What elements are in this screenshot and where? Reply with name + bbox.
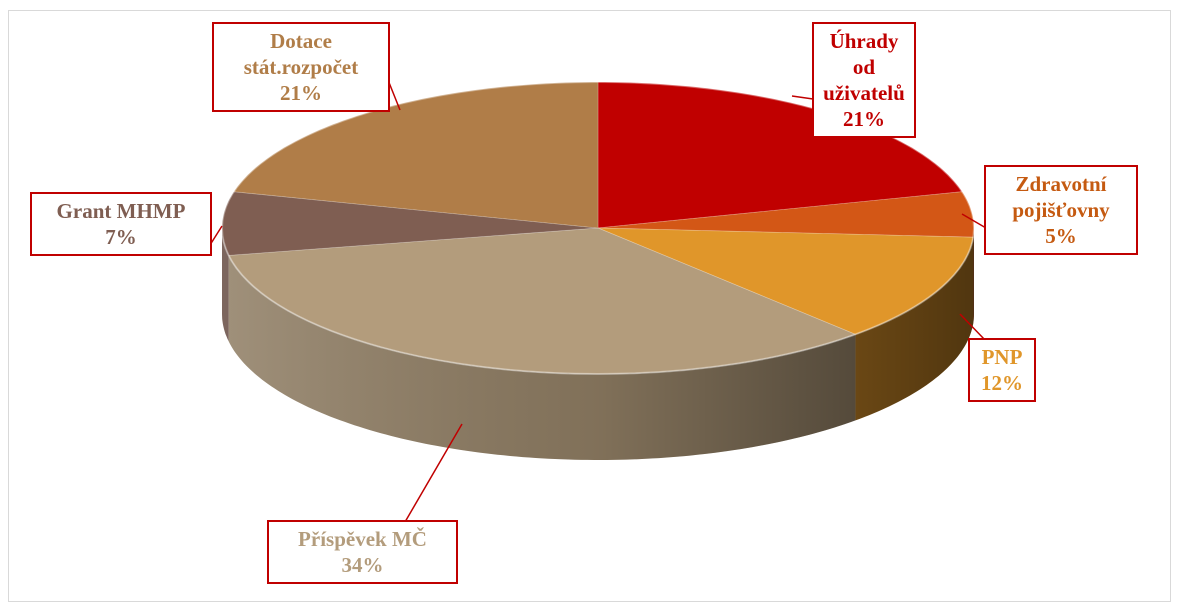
label-name: Dotace stát.rozpočet	[243, 29, 359, 79]
chart-frame	[8, 10, 1171, 602]
callout-line	[209, 225, 223, 246]
callout-line	[404, 423, 463, 523]
label-value: 21%	[280, 81, 322, 105]
data-label: PNP 12%	[968, 338, 1036, 402]
label-name: Úhrady od uživatelů	[823, 29, 905, 105]
slice	[233, 81, 599, 229]
rim-highlight	[221, 81, 975, 375]
data-label: Grant MHMP 7%	[30, 192, 212, 256]
slice	[597, 227, 974, 335]
callout-line	[959, 313, 986, 341]
label-name: Příspěvek MČ	[298, 527, 427, 551]
slice	[597, 191, 975, 238]
data-label: Zdravotní pojišťovny 5%	[984, 165, 1138, 255]
label-value: 5%	[1045, 224, 1077, 248]
data-label: Příspěvek MČ 34%	[267, 520, 458, 584]
label-value: 34%	[341, 553, 384, 577]
slice	[228, 227, 857, 375]
side-shading	[222, 228, 974, 460]
label-name: PNP	[981, 345, 1023, 369]
label-value: 12%	[981, 371, 1023, 395]
callout-line	[387, 79, 401, 111]
data-label: Dotace stát.rozpočet 21%	[212, 22, 390, 112]
label-name: Zdravotní pojišťovny	[1012, 172, 1110, 222]
data-label: Úhrady od uživatelů 21%	[812, 22, 916, 138]
label-value: 7%	[105, 225, 137, 249]
label-value: 21%	[843, 107, 885, 131]
label-name: Grant MHMP	[56, 199, 186, 223]
slice	[221, 191, 599, 256]
callout-line	[961, 213, 987, 229]
